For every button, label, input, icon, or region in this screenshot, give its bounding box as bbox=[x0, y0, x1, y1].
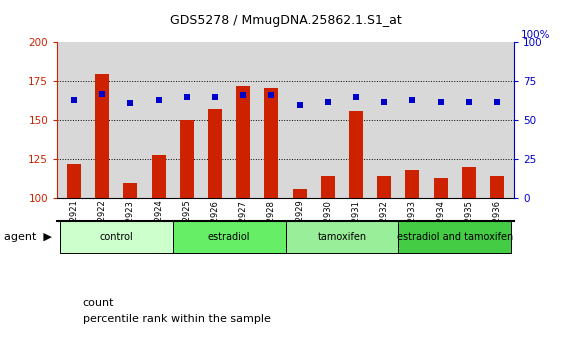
Bar bbox=[286, 221, 399, 253]
Point bbox=[323, 99, 332, 104]
Bar bbox=[67, 164, 81, 198]
Bar bbox=[433, 178, 448, 198]
Bar bbox=[180, 120, 194, 198]
Point bbox=[70, 97, 79, 103]
Bar bbox=[490, 176, 504, 198]
Bar bbox=[95, 74, 109, 198]
Text: estradiol: estradiol bbox=[208, 232, 250, 242]
Point bbox=[98, 91, 107, 97]
Point bbox=[211, 94, 220, 100]
Text: agent  ▶: agent ▶ bbox=[3, 232, 51, 242]
Point bbox=[154, 97, 163, 103]
Bar bbox=[151, 155, 166, 198]
Point bbox=[436, 99, 445, 104]
Point bbox=[351, 94, 360, 100]
Bar bbox=[399, 221, 511, 253]
Text: estradiol and tamoxifen: estradiol and tamoxifen bbox=[397, 232, 513, 242]
Bar bbox=[172, 221, 286, 253]
Point bbox=[295, 102, 304, 108]
Text: GDS5278 / MmugDNA.25862.1.S1_at: GDS5278 / MmugDNA.25862.1.S1_at bbox=[170, 14, 401, 27]
Text: tamoxifen: tamoxifen bbox=[317, 232, 367, 242]
Bar bbox=[264, 88, 279, 198]
Bar bbox=[292, 189, 307, 198]
Bar bbox=[123, 183, 138, 198]
Point bbox=[182, 94, 191, 100]
Point bbox=[408, 97, 417, 103]
Point bbox=[464, 99, 473, 104]
Point bbox=[267, 93, 276, 98]
Text: count: count bbox=[83, 298, 114, 308]
Point bbox=[492, 99, 501, 104]
Bar bbox=[377, 176, 391, 198]
Text: percentile rank within the sample: percentile rank within the sample bbox=[83, 314, 271, 324]
Bar bbox=[462, 167, 476, 198]
Point bbox=[126, 101, 135, 106]
Bar bbox=[349, 111, 363, 198]
Bar bbox=[321, 176, 335, 198]
Text: control: control bbox=[99, 232, 133, 242]
Bar bbox=[236, 86, 250, 198]
Bar bbox=[405, 170, 420, 198]
Bar bbox=[60, 221, 172, 253]
Point bbox=[380, 99, 389, 104]
Bar bbox=[208, 109, 222, 198]
Point bbox=[239, 93, 248, 98]
Text: 100%: 100% bbox=[521, 30, 550, 40]
